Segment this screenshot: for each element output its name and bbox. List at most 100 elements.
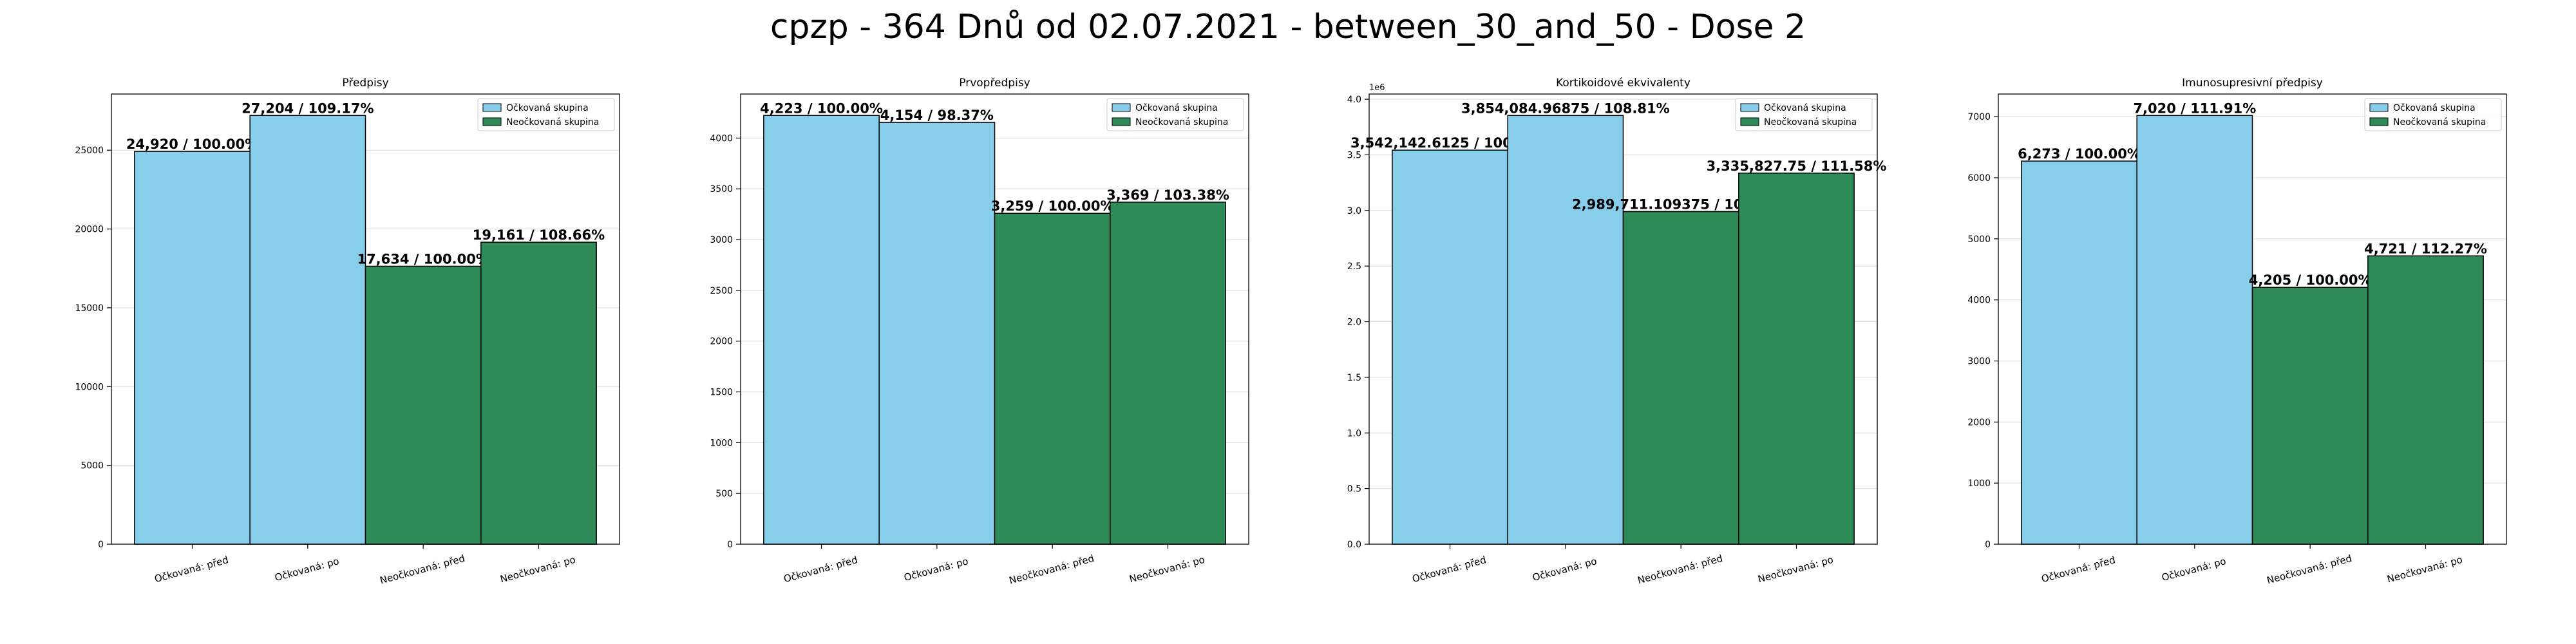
y-tick-label: 2500 — [710, 286, 733, 296]
chart-title: Imunosupresivní předpisy — [2182, 77, 2323, 90]
plot-frame — [1368, 93, 1878, 545]
data-label: 3,259 / 100.00% — [991, 198, 1114, 214]
bar — [2136, 115, 2253, 545]
legend: Očkovaná skupina Neočkovaná skupina — [1735, 98, 1873, 131]
legend: Očkovaná skupina Neočkovaná skupina — [1106, 98, 1244, 131]
chart-title: Prvopředpisy — [959, 77, 1030, 90]
x-tick-label: Očkovaná: po — [274, 555, 341, 583]
y-offset-label: 1e6 — [1369, 83, 1385, 93]
legend-swatch-vaccinated — [1112, 103, 1131, 112]
chart-panel-3: Kortikoidové ekvivalenty 0.0 0.5 1.0 1.5 2.0 2… — [1347, 77, 1887, 586]
legend-label-unvaccinated: Neočkovaná skupina — [1764, 117, 1857, 128]
y-tick-label: 3.5 — [1347, 150, 1361, 160]
bar — [2367, 255, 2484, 545]
y-tick-label: 5000 — [80, 461, 104, 471]
legend-label-unvaccinated: Neočkovaná skupina — [506, 117, 599, 128]
y-tick-label: 25000 — [75, 146, 104, 156]
bar — [878, 122, 996, 545]
x-tick-label: Očkovaná: po — [1531, 555, 1598, 583]
data-label: 27,204 / 109.17% — [242, 100, 374, 116]
figure-title: cpzp - 364 Dnů od 02.07.2021 - between_3… — [770, 8, 1806, 46]
legend: Očkovaná skupina Neočkovaná skupina — [2364, 98, 2502, 131]
x-tick-label: Neočkovaná: před — [2266, 553, 2353, 587]
data-label: 6,273 / 100.00% — [2018, 146, 2141, 162]
chart-panel-1: Předpisy 0 5000 10000 15000 20000 25000 24,920 … — [75, 77, 620, 586]
data-label: 7,020 / 111.91% — [2133, 100, 2256, 116]
data-label: 4,154 / 98.37% — [880, 108, 994, 123]
y-tick-label: 1000 — [710, 438, 733, 448]
x-tick-label: Očkovaná: po — [2161, 555, 2228, 583]
bar — [1622, 211, 1739, 545]
bar — [1507, 115, 1624, 545]
legend-label-vaccinated: Očkovaná skupina — [506, 103, 589, 113]
y-tick-label: 3500 — [710, 184, 733, 194]
plot-frame — [111, 93, 620, 545]
x-tick-label: Neočkovaná: po — [1128, 554, 1206, 585]
y-tick-label: 2.0 — [1347, 317, 1361, 328]
plot-frame — [740, 93, 1249, 545]
legend-label-vaccinated: Očkovaná skupina — [2393, 103, 2476, 113]
data-label: 19,161 / 108.66% — [473, 227, 605, 243]
data-label: 17,634 / 100.00% — [357, 251, 489, 267]
x-tick-label: Očkovaná: po — [903, 555, 970, 583]
data-label: 24,920 / 100.00% — [126, 137, 258, 152]
bar — [480, 242, 597, 545]
y-tick-label: 2.5 — [1347, 261, 1361, 272]
data-label: 3,335,827.75 / 111.58% — [1707, 158, 1887, 174]
x-tick-label: Neočkovaná: před — [1008, 553, 1095, 587]
y-tick-label: 3.0 — [1347, 206, 1361, 216]
legend-box — [477, 98, 615, 131]
legend-swatch-vaccinated — [482, 103, 502, 112]
chart-title: Předpisy — [342, 77, 388, 90]
y-tick-label: 0 — [98, 540, 104, 550]
legend-label-unvaccinated: Neočkovaná skupina — [1135, 117, 1228, 128]
x-tick-label: Neočkovaná: před — [379, 553, 466, 587]
legend-box — [1735, 98, 1873, 131]
y-tick-label: 0.0 — [1347, 540, 1361, 550]
bar — [763, 115, 880, 545]
data-label: 3,369 / 103.38% — [1106, 187, 1229, 203]
y-tick-label: 15000 — [75, 303, 104, 314]
bar — [1110, 202, 1226, 545]
legend-swatch-unvaccinated — [482, 117, 502, 126]
bar — [365, 265, 482, 545]
legend-swatch-vaccinated — [2369, 103, 2389, 112]
y-tick-label: 1000 — [1967, 478, 1991, 489]
y-tick-label: 0 — [1985, 540, 1991, 550]
legend: Očkovaná skupina Neočkovaná skupina — [477, 98, 615, 131]
legend-label-unvaccinated: Neočkovaná skupina — [2393, 117, 2486, 128]
y-tick-label: 1500 — [710, 388, 733, 398]
bar — [2021, 160, 2137, 545]
legend-swatch-vaccinated — [1740, 103, 1759, 112]
legend-swatch-unvaccinated — [2369, 117, 2389, 126]
y-tick-label: 6000 — [1967, 173, 1991, 184]
legend-label-vaccinated: Očkovaná skupina — [1764, 103, 1846, 113]
data-label: 4,205 / 100.00% — [2249, 272, 2372, 288]
x-tick-label: Neočkovaná: po — [499, 554, 577, 585]
x-tick-label: Neočkovaná: po — [2386, 554, 2464, 585]
plot-frame — [1998, 93, 2507, 545]
y-tick-label: 7000 — [1967, 112, 1991, 122]
x-tick-label: Očkovaná: před — [153, 554, 230, 585]
data-label: 4,223 / 100.00% — [760, 100, 883, 116]
y-tick-label: 20000 — [75, 225, 104, 235]
y-tick-label: 1.0 — [1347, 428, 1361, 439]
data-label: 4,721 / 112.27% — [2364, 241, 2487, 256]
y-tick-label: 3000 — [1967, 357, 1991, 367]
chart-panel-2: Prvopředpisy 0 500 1000 1500 2000 2500 3000 3500… — [710, 77, 1249, 586]
y-tick-label: 500 — [715, 489, 733, 499]
legend-box — [2364, 98, 2502, 131]
y-tick-label: 2000 — [1967, 417, 1991, 428]
bar — [249, 115, 366, 545]
x-tick-label: Očkovaná: před — [782, 554, 859, 585]
bar — [1738, 173, 1855, 545]
data-label: 3,854,084.96875 / 108.81% — [1461, 100, 1670, 116]
y-tick-label: 1.5 — [1347, 373, 1361, 383]
y-tick-label: 2000 — [710, 337, 733, 347]
x-tick-label: Očkovaná: před — [1411, 554, 1488, 585]
y-tick-label: 4000 — [710, 133, 733, 144]
legend-label-vaccinated: Očkovaná skupina — [1135, 103, 1218, 113]
legend-swatch-unvaccinated — [1740, 117, 1759, 126]
bar — [2251, 287, 2369, 545]
